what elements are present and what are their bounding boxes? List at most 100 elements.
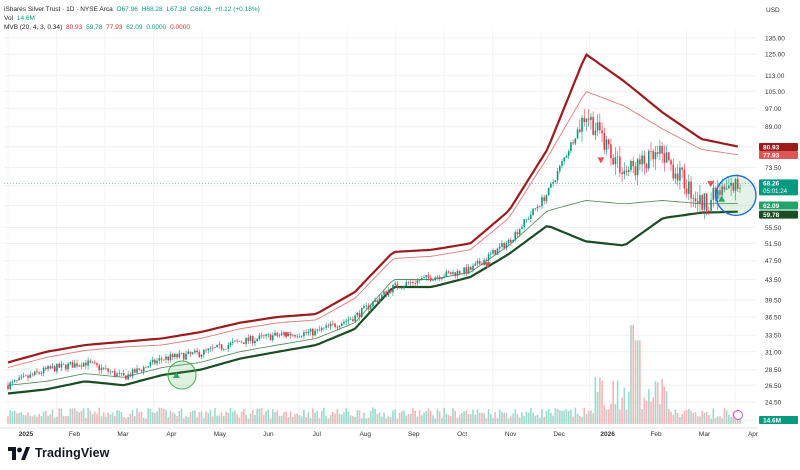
candle-body: [632, 160, 635, 167]
volume-bar: [625, 409, 628, 424]
volume-bar: [490, 414, 492, 424]
volume-bar: [374, 408, 376, 424]
candle-body: [191, 352, 194, 354]
volume-bar: [714, 417, 717, 424]
candle-body: [394, 283, 396, 285]
candle-body: [409, 282, 412, 283]
candle-body: [102, 367, 105, 369]
volume-bar: [436, 409, 439, 424]
candle-body: [178, 353, 181, 358]
volume-bar: [274, 412, 276, 424]
volume-bar: [58, 408, 60, 424]
volume-bar: [245, 414, 247, 424]
candle-body: [403, 286, 405, 288]
candle-body: [42, 367, 45, 374]
tradingview-brand[interactable]: TradingView: [8, 446, 110, 460]
candle-body: [352, 319, 354, 322]
candle-body: [694, 198, 697, 202]
tradingview-wordmark: TradingView: [35, 446, 110, 460]
volume-bar: [358, 410, 361, 424]
volume-bar: [174, 413, 176, 424]
candle-body: [498, 246, 501, 249]
volume-label-box: [759, 416, 798, 424]
volume-bar: [56, 416, 58, 424]
candle-body: [474, 263, 477, 266]
price-label-box: [759, 201, 798, 210]
candle-body: [425, 275, 428, 278]
volume-bar: [147, 408, 149, 424]
indicator-label[interactable]: MVB (20, 4, 3, 0.34): [4, 24, 63, 31]
candle-body: [238, 341, 241, 342]
candle-body: [445, 271, 448, 277]
volume-bar: [545, 411, 548, 424]
band-lower-inner: [7, 200, 738, 386]
volume-label[interactable]: Vol: [4, 15, 14, 22]
volume-bar: [298, 415, 301, 424]
legend-row-indicator: MVB (20, 4, 3, 0.34) 80.93 59.78 77.93 6…: [4, 23, 192, 32]
volume-bar: [332, 411, 334, 424]
candle-body: [267, 334, 270, 336]
candle-body: [356, 312, 359, 316]
candle-body: [725, 188, 728, 190]
volume-bar: [294, 414, 296, 424]
candle-body: [56, 363, 58, 372]
candle-body: [316, 329, 319, 331]
candle-body: [227, 345, 230, 350]
volume-bar: [349, 415, 352, 424]
price-axis[interactable]: 135.00125.00113.00105.0097.0089.0081.007…: [733, 7, 799, 425]
candle-body: [736, 178, 739, 189]
candle-body: [105, 368, 107, 370]
volume-bar: [45, 410, 47, 424]
volume-bar: [434, 418, 436, 424]
candle-body: [318, 329, 321, 331]
volume-bar: [656, 382, 659, 424]
candle-body: [441, 278, 443, 280]
candle-body: [145, 367, 147, 368]
volume-bar: [216, 415, 218, 424]
ohlc-close: C68.26: [190, 6, 212, 13]
volume-bar: [668, 408, 670, 424]
volume-bar: [401, 411, 403, 424]
candle-body: [100, 367, 103, 371]
price-label-value: 68.26: [763, 181, 780, 188]
volume-bar: [202, 417, 205, 424]
volume-bar: [278, 415, 281, 424]
volume-bar: [323, 407, 325, 424]
band-upper-inner: [7, 91, 738, 368]
volume-bar: [65, 415, 67, 424]
candle-body: [260, 335, 263, 337]
candle-body: [505, 243, 508, 249]
volume-bar: [51, 409, 54, 424]
candle-body: [705, 193, 708, 211]
volume-bar: [392, 410, 394, 424]
candle-body: [481, 263, 483, 266]
symbol-title[interactable]: iShares Silver Trust · 1D · NYSE Arca: [4, 6, 113, 13]
candle-body: [492, 249, 494, 254]
volume-bar: [503, 412, 505, 424]
ohlc-low: L67.38: [166, 6, 187, 13]
buy-marker-icon: [172, 372, 180, 379]
volume-bar: [107, 412, 109, 424]
volume-bar: [719, 416, 721, 424]
candle-body: [358, 312, 361, 317]
time-axis[interactable]: 2025 Feb Mar Apr May Jun Jul Aug Sep Oct Nov Dec 202…: [19, 431, 759, 438]
candle-body: [463, 267, 465, 274]
candle-body: [674, 173, 677, 179]
highlight-circle-green: [167, 360, 197, 390]
volume-bar: [487, 409, 490, 424]
x-tick-label: Dec: [553, 431, 565, 438]
volume-bar: [478, 412, 481, 424]
ohlc-high: H68.28: [141, 6, 163, 13]
sell-marker-icon: [483, 262, 491, 269]
candle-body: [360, 308, 363, 317]
volume-bar: [472, 409, 474, 424]
volume-bar: [347, 411, 350, 424]
volume-bar: [554, 408, 557, 424]
candle-body: [510, 239, 512, 243]
volume-bar: [167, 417, 169, 424]
candle-body: [312, 328, 314, 336]
candle-body: [169, 354, 172, 361]
candle-body: [496, 248, 499, 255]
volume-bar: [456, 417, 459, 424]
